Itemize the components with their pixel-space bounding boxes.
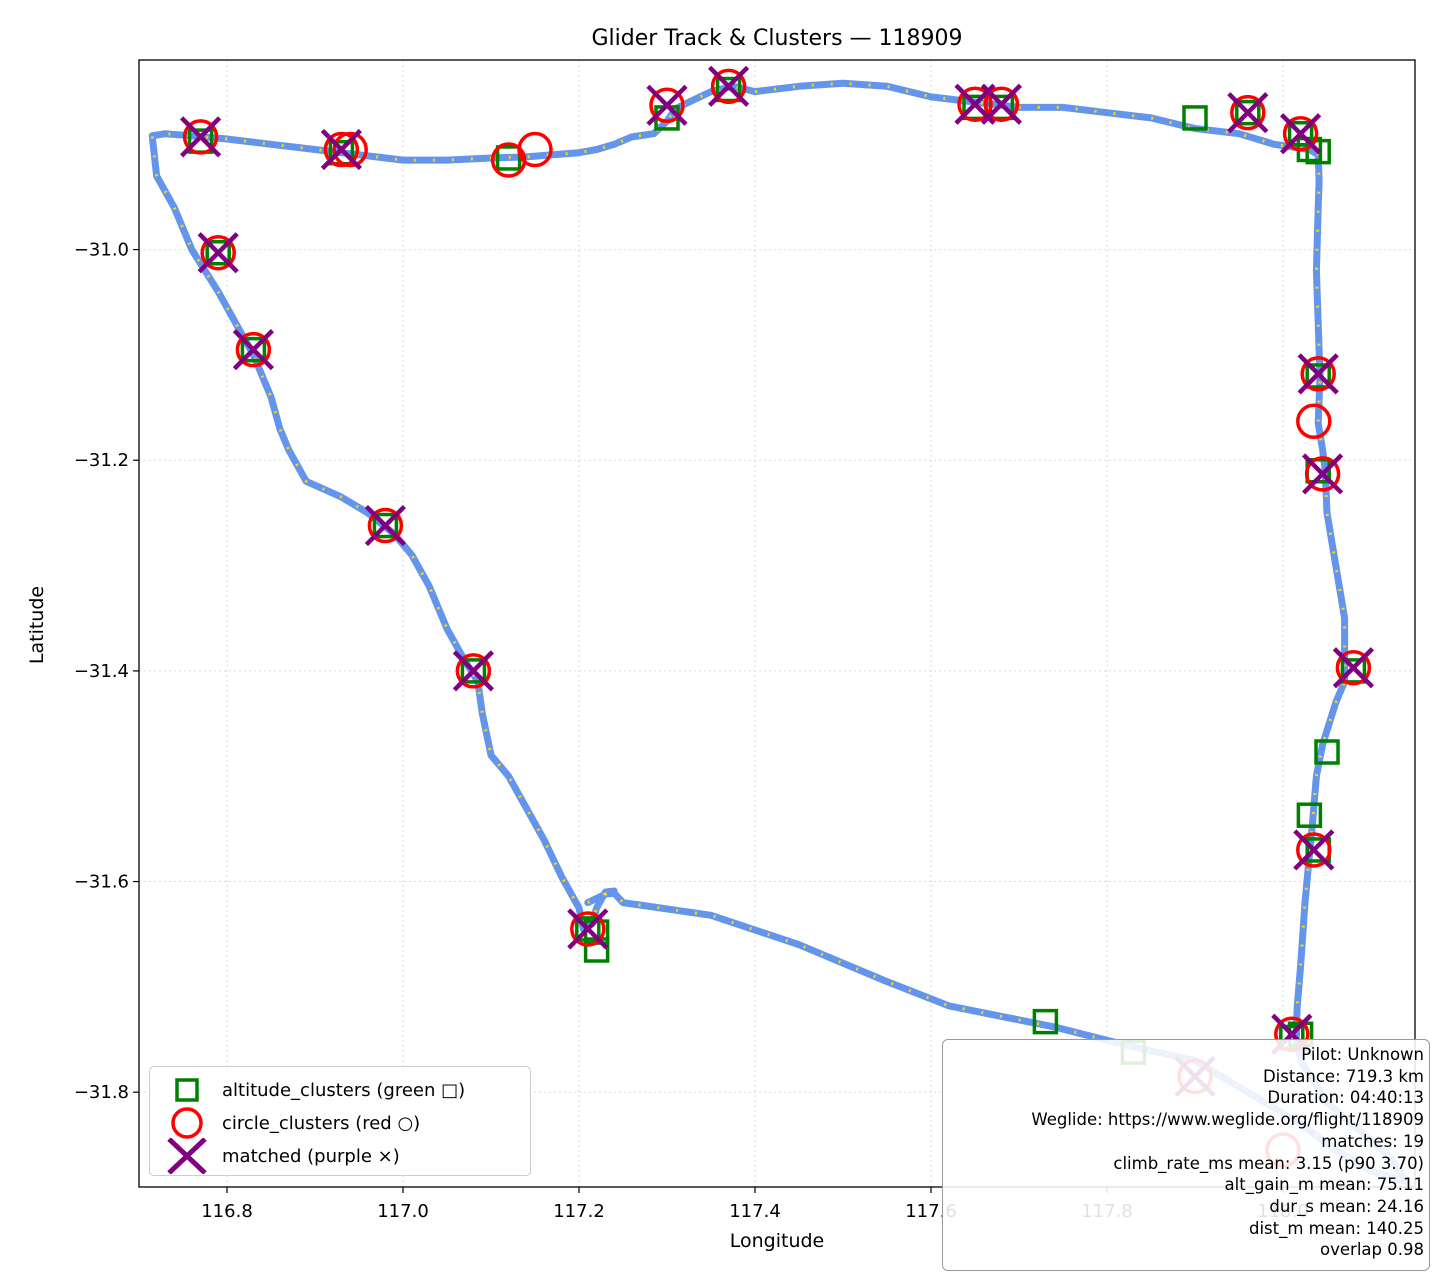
matched-point xyxy=(1332,647,1374,689)
info-climb-rate: climb_rate_ms mean: 3.15 (p90 3.70) xyxy=(1113,1153,1424,1173)
altitude-cluster-point xyxy=(372,512,399,539)
matched-point xyxy=(1302,453,1344,495)
flight-track-highlight xyxy=(150,81,1408,1184)
matched-point xyxy=(646,84,688,126)
flight-info-box: Pilot: Unknown Distance: 719.3 km Durati… xyxy=(942,1039,1430,1271)
circle-cluster-point xyxy=(1304,456,1341,492)
circle-cluster-point xyxy=(649,87,685,124)
matched-point xyxy=(180,116,222,158)
circle-cluster-point xyxy=(323,131,360,168)
legend-item-circle: circle_clusters (red ○) xyxy=(160,1107,421,1139)
altitude-cluster-point xyxy=(1032,1008,1059,1035)
x-tick-label: 116.8 xyxy=(201,1201,253,1222)
circle-cluster-point xyxy=(1296,832,1332,868)
info-duration: Duration: 04:40:13 xyxy=(1267,1088,1424,1108)
circle-cluster-point xyxy=(235,331,272,368)
info-distance: Distance: 719.3 km xyxy=(1262,1066,1424,1086)
matched-point xyxy=(708,65,750,107)
circle-cluster-point xyxy=(332,131,368,168)
altitude-cluster-point xyxy=(1235,99,1261,126)
y-tick-label: −31.6 xyxy=(74,872,129,893)
matched-point xyxy=(980,83,1022,125)
y-tick-label: −31.4 xyxy=(74,661,129,682)
flight-track-line xyxy=(148,79,1410,1186)
x-tick-label: 117.4 xyxy=(729,1201,781,1222)
matched-point xyxy=(320,128,362,171)
x-tick-label: 117.2 xyxy=(553,1201,605,1222)
circle-cluster-point xyxy=(1282,115,1319,152)
y-tick-label: −31.0 xyxy=(74,240,129,261)
altitude-cluster-point xyxy=(1305,138,1331,165)
circle-cluster-point xyxy=(517,131,553,168)
y-axis-label: Latitude xyxy=(26,586,48,664)
info-alt-gain: alt_gain_m mean: 75.11 xyxy=(1224,1175,1424,1195)
info-matches: matches: 19 xyxy=(1321,1131,1424,1151)
circle-cluster-point xyxy=(1335,649,1372,686)
circle-cluster-point xyxy=(200,234,236,271)
track-layer xyxy=(148,79,1410,1186)
circle-cluster-point xyxy=(710,68,747,105)
circle-cluster-point xyxy=(1230,94,1266,131)
altitude-cluster-point xyxy=(1182,105,1208,131)
matched-point xyxy=(232,329,274,371)
legend-label-matched: matched (purple ×) xyxy=(222,1145,400,1167)
x-marker-icon xyxy=(167,1138,207,1174)
info-weglide-link[interactable]: Weglide: https://www.weglide.org/flight/… xyxy=(1031,1110,1424,1130)
matched-point xyxy=(197,232,239,274)
altitude-cluster-point xyxy=(715,76,742,103)
altitude-cluster-point xyxy=(1287,120,1314,147)
matched-point xyxy=(567,908,609,950)
square-marker-icon xyxy=(175,1078,199,1102)
circle-cluster-point xyxy=(367,507,404,544)
markers-layer xyxy=(180,65,1374,1168)
legend: altitude_clusters (green □) circle_clust… xyxy=(149,1066,531,1176)
plot-frame xyxy=(138,59,1416,1188)
chart-title: Glider Track & Clusters — 118909 xyxy=(591,26,962,51)
legend-label-circle: circle_clusters (red ○) xyxy=(222,1112,421,1134)
circle-cluster-point xyxy=(570,911,606,947)
altitude-cluster-point xyxy=(205,239,231,266)
matched-point xyxy=(1227,92,1269,134)
matched-point xyxy=(452,650,494,692)
grid-layer xyxy=(139,60,1415,1187)
altitude-cluster-point xyxy=(1340,658,1367,684)
info-duration-mean: dur_s mean: 24.16 xyxy=(1269,1196,1424,1216)
y-tick-label: −31.2 xyxy=(74,450,129,471)
altitude-cluster-point xyxy=(240,336,267,363)
info-overlap: overlap 0.98 xyxy=(1320,1240,1424,1260)
altitude-cluster-point xyxy=(1296,802,1323,828)
circle-cluster-point xyxy=(1300,356,1336,392)
circle-cluster-point xyxy=(182,119,219,155)
circle-cluster-point xyxy=(983,86,1020,122)
legend-item-matched: matched (purple ×) xyxy=(160,1138,400,1174)
x-tick-label: 117.0 xyxy=(377,1201,429,1222)
matched-point xyxy=(1280,113,1322,155)
x-axis-label: Longitude xyxy=(730,1230,825,1252)
legend-item-altitude: altitude_clusters (green □) xyxy=(160,1075,465,1105)
circle-cluster-point xyxy=(1296,403,1332,440)
matched-point xyxy=(1297,353,1339,395)
info-distance-mean: dist_m mean: 140.25 xyxy=(1248,1218,1424,1238)
circle-marker-icon xyxy=(171,1107,203,1139)
info-pilot: Pilot: Unknown xyxy=(1301,1045,1424,1064)
matched-point xyxy=(364,504,406,547)
legend-label-altitude: altitude_clusters (green □) xyxy=(222,1079,466,1101)
circle-cluster-point xyxy=(455,653,492,689)
altitude-cluster-point xyxy=(460,658,487,684)
y-tick-label: −31.8 xyxy=(74,1082,129,1103)
altitude-cluster-point xyxy=(1305,363,1331,389)
circle-cluster-point xyxy=(957,86,993,122)
matched-point xyxy=(1293,829,1335,871)
altitude-cluster-point xyxy=(1314,739,1340,765)
